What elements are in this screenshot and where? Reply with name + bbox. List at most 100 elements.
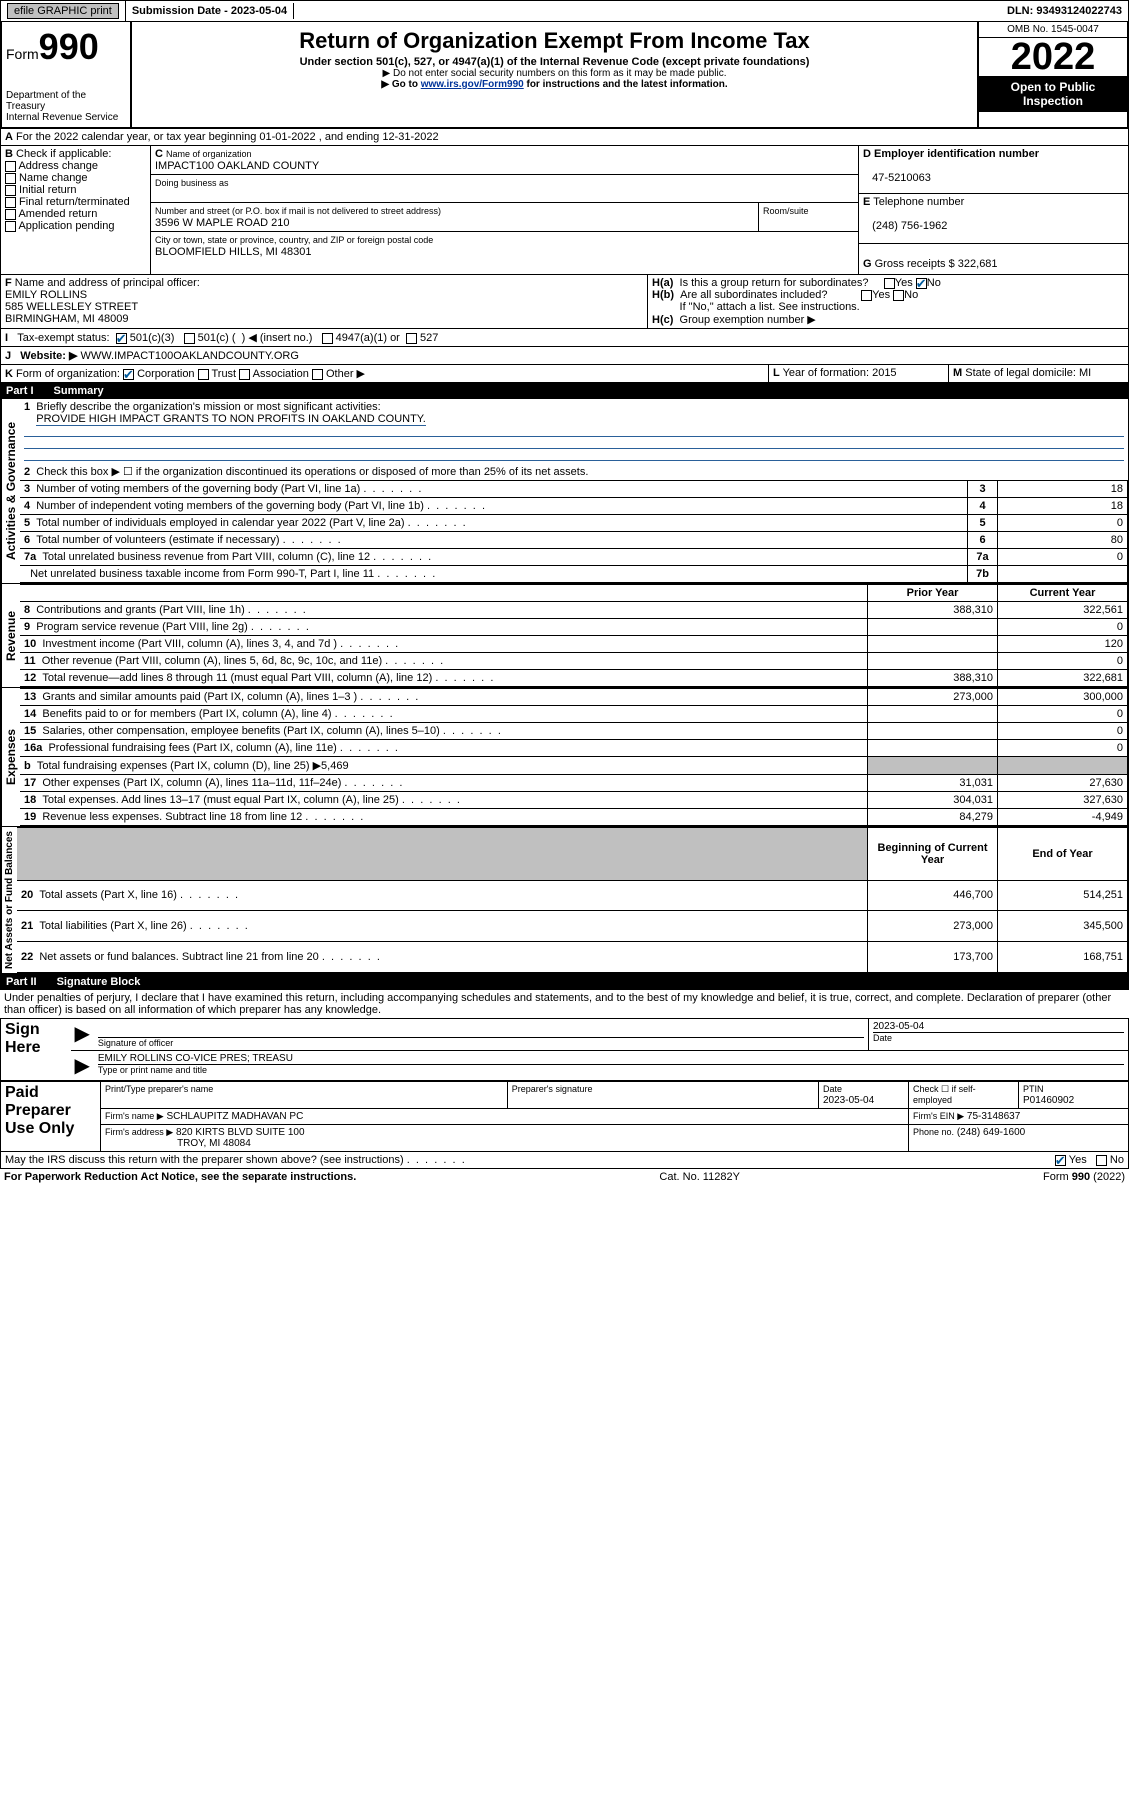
box-c-letter: C [155, 148, 163, 160]
website-value: WWW.IMPACT100OAKLANDCOUNTY.ORG [81, 350, 299, 362]
prep-date: 2023-05-04 [823, 1095, 874, 1106]
phone-value: (248) 756-1962 [872, 220, 947, 232]
box-h: H(a) Is this a group return for subordin… [648, 275, 1128, 328]
officer-addr1: 585 WELLESLEY STREET [5, 301, 138, 313]
corp-checkbox[interactable] [123, 369, 134, 380]
warn2-prefix: ▶ Go to [381, 79, 420, 90]
ha-yes-checkbox[interactable] [884, 278, 895, 289]
form-number: 990 [39, 26, 99, 67]
phone-label: Telephone number [873, 196, 964, 208]
boxb-address-change-checkbox[interactable] [5, 161, 16, 172]
warn2: ▶ Go to www.irs.gov/Form990 for instruct… [136, 79, 973, 90]
other-checkbox[interactable] [312, 369, 323, 380]
firm-addr-label: Firm's address ▶ [105, 1127, 173, 1137]
expenses-section: Expenses 13 Grants and similar amounts p… [0, 688, 1129, 827]
year-form-value: 2015 [872, 367, 896, 379]
irs-label: Internal Revenue Service [6, 112, 126, 123]
hb-no-checkbox[interactable] [893, 290, 904, 301]
501c-checkbox[interactable] [184, 333, 195, 344]
hc-label: Group exemption number ▶ [680, 314, 816, 326]
entity-block: B Check if applicable: Address change Na… [0, 146, 1129, 275]
page-footer: For Paperwork Reduction Act Notice, see … [0, 1169, 1129, 1185]
boxb-application-pending-checkbox[interactable] [5, 221, 16, 232]
paid-preparer-block: Paid Preparer Use Only Print/Type prepar… [0, 1081, 1129, 1152]
discuss-no-checkbox[interactable] [1096, 1155, 1107, 1166]
expenses-table: 13 Grants and similar amounts paid (Part… [20, 688, 1128, 826]
website-label: Website: ▶ [20, 350, 77, 362]
perjury-text: Under penalties of perjury, I declare th… [0, 990, 1129, 1018]
discuss-line: May the IRS discuss this return with the… [0, 1152, 1129, 1169]
sign-arrow1: ▶ [71, 1019, 94, 1051]
4947-checkbox[interactable] [322, 333, 333, 344]
501c3-checkbox[interactable] [116, 333, 127, 344]
boxb-amended-return-checkbox[interactable] [5, 209, 16, 220]
line-klm: K Form of organization: Corporation Trus… [0, 365, 1129, 383]
dept-label: Department of the Treasury [6, 90, 126, 112]
year-form-label: Year of formation: [783, 367, 869, 379]
mission-text: PROVIDE HIGH IMPACT GRANTS TO NON PROFIT… [36, 413, 426, 426]
netassets-table: Beginning of Current YearEnd of Year20 T… [17, 827, 1128, 973]
box-d-letter: D [863, 148, 871, 160]
boxb-initial-return-checkbox[interactable] [5, 185, 16, 196]
form-title: Return of Organization Exempt From Incom… [136, 28, 973, 54]
preparer-sig-label: Preparer's signature [507, 1082, 818, 1109]
ha-no-checkbox[interactable] [916, 278, 927, 289]
part1-title: Summary [54, 385, 104, 397]
box-f: F Name and address of principal officer:… [1, 275, 648, 328]
hb-label: Are all subordinates included? [680, 289, 827, 301]
assoc-checkbox[interactable] [239, 369, 250, 380]
hb-yes-checkbox[interactable] [861, 290, 872, 301]
room-label: Room/suite [763, 206, 809, 216]
box-c-name-label: Name of organization [166, 149, 252, 159]
domicile-label: State of legal domicile: [965, 367, 1076, 379]
box-b-letter: B [5, 148, 13, 160]
hb-note: If "No," attach a list. See instructions… [680, 301, 860, 313]
sign-arrow2: ▶ [71, 1051, 94, 1081]
addr-label: Number and street (or P.O. box if mail i… [155, 206, 441, 216]
form990-link[interactable]: www.irs.gov/Form990 [421, 79, 524, 90]
firm-phone-label: Phone no. [913, 1127, 954, 1137]
527-checkbox[interactable] [406, 333, 417, 344]
part1-label: Part I [6, 385, 54, 397]
part2-header: Part II Signature Block [0, 974, 1129, 990]
officer-printed-name: EMILY ROLLINS CO-VICE PRES; TREASU [98, 1053, 293, 1064]
fh-block: F Name and address of principal officer:… [0, 275, 1129, 329]
tax-year: 2022 [979, 38, 1127, 76]
boxb-name-change-checkbox[interactable] [5, 173, 16, 184]
discuss-text: May the IRS discuss this return with the… [5, 1154, 984, 1166]
firm-phone: (248) 649-1600 [957, 1127, 1025, 1138]
revenue-section: Revenue Prior YearCurrent Year8 Contribu… [0, 584, 1129, 688]
domicile-value: MI [1079, 367, 1091, 379]
line-a-period: A For the 2022 calendar year, or tax yea… [0, 129, 1129, 146]
firm-name: SCHLAUPITZ MADHAVAN PC [166, 1111, 303, 1122]
form-label: Form [6, 46, 39, 62]
officer-addr2: BIRMINGHAM, MI 48009 [5, 313, 128, 325]
ha-label: Is this a group return for subordinates? [680, 277, 869, 289]
trust-checkbox[interactable] [198, 369, 209, 380]
efile-button[interactable]: efile GRAPHIC print [7, 3, 119, 19]
dln: DLN: 93493124022743 [1001, 3, 1128, 19]
firm-ein: 75-3148637 [967, 1111, 1020, 1122]
firm-addr2: TROY, MI 48084 [177, 1138, 251, 1149]
cat-no: Cat. No. 11282Y [659, 1171, 740, 1183]
box-g-letter: G [863, 258, 872, 270]
box-deg: D Employer identification number 47-5210… [858, 146, 1128, 274]
governance-table: 3 Number of voting members of the govern… [20, 480, 1128, 583]
boxb-final-return-terminated-checkbox[interactable] [5, 197, 16, 208]
preparer-name-label: Print/Type preparer's name [101, 1082, 508, 1109]
org-city: BLOOMFIELD HILLS, MI 48301 [155, 246, 312, 258]
warn1: ▶ Do not enter social security numbers o… [136, 68, 973, 79]
line-i: I Tax-exempt status: 501(c)(3) 501(c) ( … [0, 329, 1129, 347]
box-c: C Name of organization IMPACT100 OAKLAND… [151, 146, 858, 274]
discuss-yes-checkbox[interactable] [1055, 1155, 1066, 1166]
officer-name: EMILY ROLLINS [5, 289, 87, 301]
revenue-table: Prior YearCurrent Year8 Contributions an… [20, 584, 1128, 687]
self-employed-label: Check ☐ if self-employed [909, 1082, 1019, 1109]
vlabel-rev: Revenue [1, 584, 20, 687]
line-j: J Website: ▶ WWW.IMPACT100OAKLANDCOUNTY.… [0, 347, 1129, 365]
ein-value: 47-5210063 [872, 172, 931, 184]
sig-officer-label: Signature of officer [98, 1037, 864, 1048]
box-b: B Check if applicable: Address change Na… [1, 146, 151, 274]
city-label: City or town, state or province, country… [155, 235, 433, 245]
vlabel-exp: Expenses [1, 688, 20, 826]
